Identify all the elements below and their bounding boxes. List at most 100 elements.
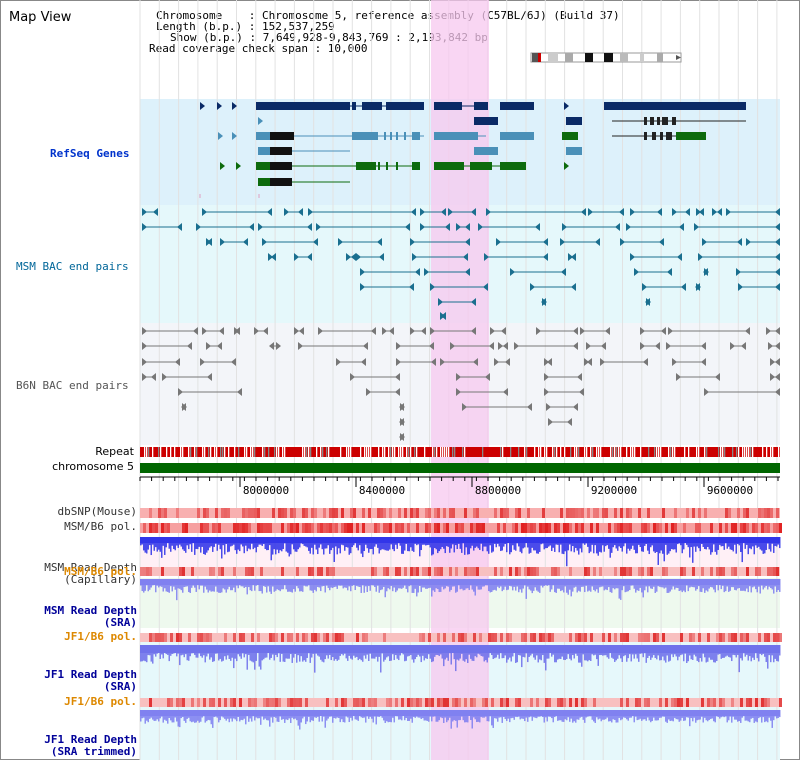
depth-bar — [224, 710, 226, 719]
depth-bar — [504, 710, 506, 719]
heat-cell — [152, 633, 155, 642]
chromosome-ideogram[interactable] — [530, 52, 682, 63]
depth-bar — [578, 579, 580, 591]
gene-exon — [644, 132, 647, 140]
depth-bar — [761, 537, 763, 551]
strand-arrow-icon — [770, 358, 775, 366]
depth-bar — [522, 645, 524, 657]
heat-cell — [428, 698, 431, 707]
depth-bar — [267, 645, 269, 654]
depth-bar — [615, 710, 617, 723]
depth-bar — [755, 579, 757, 590]
heat-cell — [719, 698, 722, 707]
depth-bar — [744, 645, 746, 657]
depth-bar — [530, 579, 532, 591]
jf1-depth-trim-label: JF1 Read Depth (SRA trimmed) — [44, 733, 137, 758]
depth-bar — [546, 645, 548, 659]
heat-cell — [515, 698, 518, 707]
heatmap-tracks[interactable] — [140, 508, 782, 707]
heat-cell — [731, 633, 734, 642]
depth-bar — [164, 579, 166, 589]
chromosome-bar[interactable] — [140, 463, 780, 473]
depth-bar — [477, 645, 479, 654]
heat-cell — [179, 567, 182, 576]
depth-bar — [155, 537, 157, 548]
depth-bar — [203, 645, 205, 656]
heat-cell — [539, 633, 542, 642]
heat-cell — [335, 698, 338, 707]
heat-cell — [167, 523, 170, 533]
depth-bar — [651, 537, 653, 546]
heat-cell — [719, 633, 722, 642]
strand-arrow-icon — [659, 238, 664, 246]
depth-bar — [659, 710, 661, 718]
heat-cell — [311, 633, 314, 642]
depth-bar — [296, 710, 298, 721]
heat-cell — [230, 698, 233, 707]
heat-cell — [239, 523, 242, 533]
heat-cell — [494, 633, 497, 642]
heat-cell — [755, 567, 758, 576]
heat-cell — [440, 698, 443, 707]
strand-arrow-icon — [396, 358, 401, 366]
depth-bar — [216, 710, 218, 718]
depth-bar — [146, 645, 148, 663]
depth-tracks[interactable] — [140, 537, 781, 730]
heat-cell — [188, 633, 191, 642]
depth-bar — [363, 579, 365, 593]
heat-cell — [449, 567, 452, 576]
depth-bar — [576, 579, 578, 593]
heat-cell — [203, 698, 206, 707]
repeat-gray — [208, 447, 210, 457]
depth-bar — [588, 579, 590, 591]
depth-bar — [693, 710, 695, 718]
depth-bar — [492, 537, 494, 552]
repeat-track[interactable] — [140, 447, 780, 457]
depth-bar — [491, 579, 493, 592]
depth-bar — [338, 645, 340, 660]
depth-bar — [395, 645, 397, 656]
depth-bar — [692, 645, 694, 660]
heat-cell — [557, 698, 560, 707]
heat-cell — [305, 508, 308, 518]
depth-bar — [615, 579, 617, 589]
heat-cell — [149, 633, 152, 642]
heat-cell — [236, 523, 239, 533]
depth-bar — [404, 645, 406, 662]
depth-bar — [590, 579, 592, 592]
depth-bar — [473, 710, 475, 718]
msm-bac-pairs[interactable] — [142, 208, 780, 320]
depth-bar — [366, 645, 368, 655]
heat-cell — [620, 523, 623, 533]
heat-cell — [479, 633, 482, 642]
heat-cell — [476, 508, 479, 518]
strand-arrow-icon — [151, 373, 156, 381]
strand-arrow-icon — [564, 162, 569, 170]
heat-cell — [674, 698, 677, 707]
depth-bar — [285, 579, 287, 590]
gene-exon — [434, 102, 462, 110]
repeat-gap — [366, 447, 368, 457]
depth-bar — [596, 710, 598, 718]
depth-bar — [204, 710, 206, 723]
depth-bar — [216, 537, 218, 551]
depth-bar — [140, 537, 142, 546]
depth-bar — [165, 645, 167, 655]
repeat-gap — [174, 447, 176, 457]
depth-bar — [569, 645, 571, 659]
repeat-gap — [626, 447, 628, 457]
depth-bar — [435, 537, 437, 550]
depth-bar — [509, 537, 511, 555]
depth-bar — [173, 645, 175, 654]
depth-bar — [539, 645, 541, 660]
depth-bar — [779, 710, 781, 718]
b6n-bac-pairs[interactable] — [142, 327, 780, 441]
depth-bar — [551, 579, 553, 590]
depth-bar — [512, 537, 514, 546]
refseq-gene-models[interactable] — [199, 102, 746, 198]
strand-arrow-icon — [411, 208, 416, 216]
repeat-gray — [238, 447, 240, 457]
depth-bar — [141, 537, 143, 545]
depth-bar — [275, 645, 277, 655]
